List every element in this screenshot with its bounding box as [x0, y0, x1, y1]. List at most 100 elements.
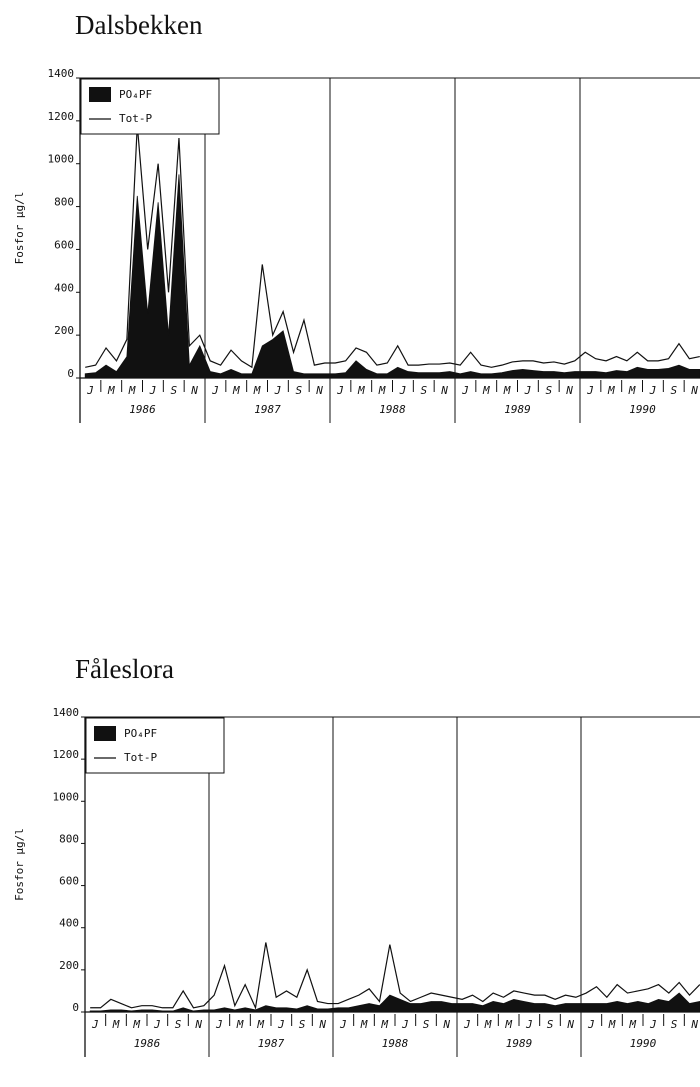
legend-label: Tot-P	[119, 112, 152, 125]
y-tick-label: 200	[59, 959, 79, 972]
x-tick-label: M	[232, 384, 240, 397]
x-tick-label: M	[378, 384, 386, 397]
x-tick-label: J	[524, 384, 532, 397]
year-label: 1987	[258, 1037, 285, 1050]
y-tick-label: 400	[59, 917, 79, 930]
y-tick-label: 800	[59, 832, 79, 845]
y-tick-label: 600	[54, 238, 74, 251]
year-label: 1989	[504, 403, 531, 416]
x-tick-label: J	[525, 1018, 533, 1031]
x-tick-label: J	[211, 384, 219, 397]
y-tick-label: 1200	[48, 110, 75, 123]
x-tick-label: M	[484, 1018, 492, 1031]
x-tick-label: M	[482, 384, 490, 397]
x-tick-label: N	[315, 384, 323, 397]
chart-title: Dalsbekken	[75, 10, 203, 40]
x-tick-label: J	[277, 1018, 285, 1031]
x-tick-label: J	[274, 384, 282, 397]
x-tick-label: J	[463, 1018, 471, 1031]
y-tick-label: 0	[72, 1001, 79, 1014]
legend-swatch	[89, 87, 111, 102]
y-tick-label: 400	[54, 281, 74, 294]
year-label: 1986	[129, 403, 156, 416]
legend-swatch	[94, 726, 116, 741]
year-label: 1989	[506, 1037, 533, 1050]
x-tick-label: J	[649, 1018, 657, 1031]
x-tick-label: M	[256, 1018, 264, 1031]
area	[84, 174, 700, 379]
x-tick-label: N	[440, 384, 448, 397]
x-tick-label: M	[608, 1018, 616, 1031]
y-tick-label: 1400	[48, 67, 75, 80]
y-axis-label: Fosfor µg/l	[13, 192, 26, 265]
area	[89, 992, 700, 1013]
x-tick-label: M	[236, 1018, 244, 1031]
x-tick-label: M	[503, 384, 511, 397]
y-tick-label: 0	[67, 367, 74, 380]
chart: Dalsbekken Fosfor µg/l 0 200 400 600 800 1000 12…	[13, 10, 700, 423]
x-tick-label: S	[670, 384, 677, 397]
y-tick-label: 600	[59, 875, 79, 888]
x-tick-label: M	[504, 1018, 512, 1031]
x-tick-label: J	[149, 384, 157, 397]
legend-label: PO₄PF	[124, 727, 157, 740]
x-tick-label: S	[545, 384, 552, 397]
x-tick-label: M	[628, 384, 636, 397]
y-tick-label: 1000	[53, 790, 80, 803]
x-tick-label: S	[420, 384, 427, 397]
line	[85, 125, 700, 369]
x-tick-label: J	[86, 384, 94, 397]
x-tick-label: S	[175, 1018, 182, 1031]
year-label: 1987	[254, 403, 281, 416]
x-tick-label: S	[299, 1018, 306, 1031]
x-tick-label: N	[690, 384, 698, 397]
chart-title: Fåleslora	[75, 654, 174, 684]
x-tick-label: N	[565, 384, 573, 397]
year-label: 1990	[629, 403, 656, 416]
chart: Fåleslora Fosfor µg/l 0 200 400 600 800 1000 120…	[13, 654, 700, 1057]
x-tick-label: N	[194, 1018, 202, 1031]
x-tick-label: S	[547, 1018, 554, 1031]
legend-label: PO₄PF	[119, 88, 152, 101]
x-tick-label: J	[399, 384, 407, 397]
x-tick-label: J	[461, 384, 469, 397]
x-tick-label: N	[690, 1018, 698, 1031]
x-tick-label: M	[607, 384, 615, 397]
year-label: 1988	[379, 403, 406, 416]
x-tick-label: N	[566, 1018, 574, 1031]
y-tick-label: 1000	[48, 153, 75, 166]
x-tick-label: M	[112, 1018, 120, 1031]
x-tick-label: M	[107, 384, 115, 397]
x-tick-label: M	[628, 1018, 636, 1031]
y-tick-label: 1400	[53, 706, 80, 719]
year-label: 1990	[630, 1037, 657, 1050]
y-tick-label: 200	[54, 324, 74, 337]
x-tick-label: J	[336, 384, 344, 397]
year-label: 1986	[134, 1037, 161, 1050]
x-tick-label: J	[153, 1018, 161, 1031]
x-tick-label: M	[128, 384, 136, 397]
x-tick-label: S	[170, 384, 177, 397]
x-tick-label: J	[587, 1018, 595, 1031]
x-tick-label: J	[339, 1018, 347, 1031]
x-tick-label: N	[442, 1018, 450, 1031]
line	[90, 942, 700, 1010]
year-label: 1988	[382, 1037, 409, 1050]
x-tick-label: M	[132, 1018, 140, 1031]
y-axis-label: Fosfor µg/l	[13, 828, 26, 901]
x-tick-label: S	[295, 384, 302, 397]
x-tick-label: M	[253, 384, 261, 397]
x-tick-label: J	[215, 1018, 223, 1031]
x-tick-label: J	[586, 384, 594, 397]
x-tick-label: N	[190, 384, 198, 397]
x-tick-label: S	[423, 1018, 430, 1031]
x-tick-label: J	[649, 384, 657, 397]
x-tick-label: M	[360, 1018, 368, 1031]
x-tick-label: J	[91, 1018, 99, 1031]
x-tick-label: N	[318, 1018, 326, 1031]
x-tick-label: J	[401, 1018, 409, 1031]
y-tick-label: 800	[54, 196, 74, 209]
legend-label: Tot-P	[124, 751, 157, 764]
